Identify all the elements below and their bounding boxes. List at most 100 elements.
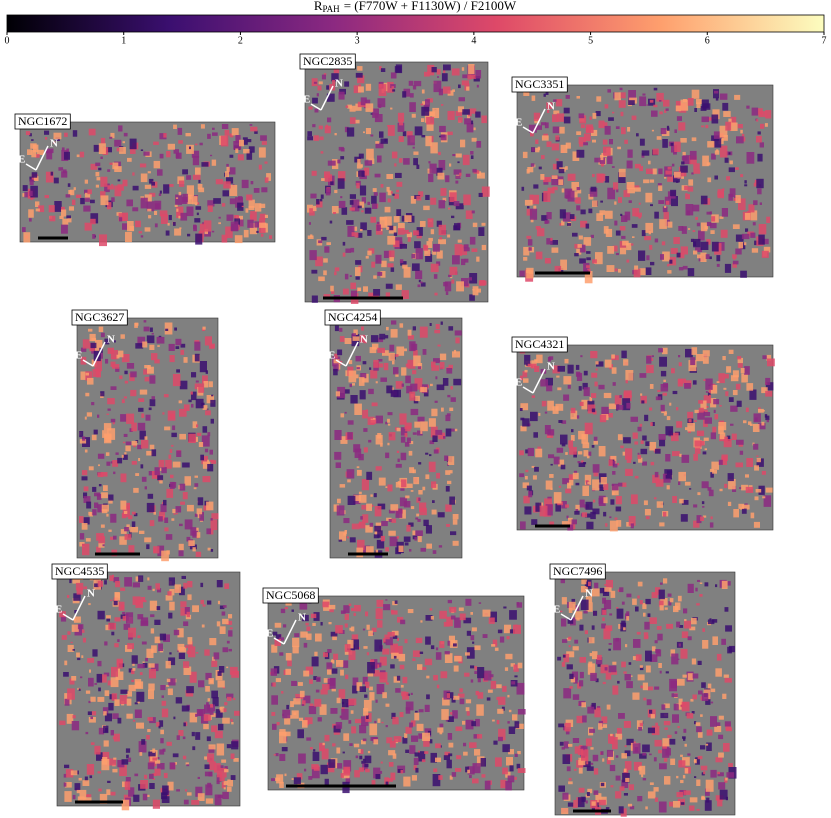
- emission-pixel: [204, 336, 212, 346]
- emission-pixel: [761, 250, 769, 258]
- emission-pixel: [362, 758, 366, 761]
- emission-pixel: [89, 512, 93, 517]
- emission-pixel: [654, 211, 659, 219]
- emission-pixel: [615, 496, 622, 505]
- emission-pixel: [737, 124, 743, 129]
- emission-pixel: [298, 717, 304, 721]
- emission-pixel: [307, 235, 314, 239]
- emission-pixel: [411, 253, 416, 259]
- emission-pixel: [527, 447, 534, 457]
- emission-pixel: [158, 643, 163, 651]
- emission-pixel: [381, 721, 384, 724]
- emission-pixel: [413, 350, 418, 358]
- emission-pixel: [377, 433, 382, 439]
- emission-pixel: [417, 750, 420, 753]
- emission-pixel: [621, 235, 626, 239]
- emission-pixel: [419, 651, 424, 654]
- emission-pixel: [310, 613, 317, 619]
- emission-pixel: [432, 250, 437, 255]
- emission-pixel: [94, 502, 99, 509]
- emission-pixel: [502, 767, 508, 775]
- emission-pixel: [439, 362, 445, 369]
- emission-pixel: [728, 193, 733, 201]
- emission-pixel: [195, 527, 199, 532]
- emission-pixel: [743, 420, 747, 424]
- emission-pixel: [435, 757, 441, 763]
- emission-pixel: [607, 89, 611, 93]
- emission-pixel: [413, 230, 419, 236]
- emission-pixel: [470, 155, 474, 159]
- emission-pixel: [140, 464, 144, 469]
- emission-pixel: [311, 269, 318, 274]
- emission-pixel: [391, 86, 395, 88]
- emission-pixel: [362, 410, 369, 419]
- emission-pixel: [413, 158, 418, 166]
- emission-pixel: [125, 777, 131, 782]
- emission-pixel: [351, 639, 359, 650]
- emission-pixel: [192, 421, 198, 429]
- emission-pixel: [291, 609, 294, 612]
- emission-pixel: [175, 197, 179, 199]
- emission-pixel: [675, 100, 682, 107]
- emission-pixel: [258, 147, 266, 158]
- emission-pixel: [452, 351, 460, 358]
- emission-pixel: [126, 612, 134, 624]
- emission-pixel: [646, 699, 652, 706]
- emission-pixel: [447, 456, 455, 465]
- emission-pixel: [649, 782, 654, 785]
- emission-pixel: [180, 501, 185, 505]
- emission-pixel: [477, 171, 482, 176]
- emission-pixel: [108, 529, 112, 532]
- emission-pixel: [83, 797, 92, 804]
- panel-label: NGC4321: [515, 337, 564, 351]
- emission-pixel: [224, 129, 230, 136]
- emission-pixel: [346, 536, 349, 539]
- emission-pixel: [711, 153, 716, 160]
- emission-pixel: [533, 112, 541, 121]
- emission-pixel: [703, 515, 707, 518]
- emission-pixel: [359, 755, 363, 760]
- colorbar-tick-label: 0: [5, 35, 10, 46]
- emission-pixel: [346, 220, 354, 225]
- emission-pixel: [219, 776, 225, 782]
- emission-pixel: [383, 638, 388, 643]
- emission-pixel: [420, 620, 423, 623]
- emission-pixel: [666, 416, 671, 421]
- emission-pixel: [445, 175, 450, 183]
- emission-pixel: [689, 797, 698, 803]
- emission-pixel: [566, 664, 573, 670]
- emission-pixel: [159, 478, 163, 484]
- emission-pixel: [451, 68, 460, 76]
- emission-pixel: [530, 163, 535, 167]
- emission-pixel: [653, 757, 657, 762]
- emission-pixel: [665, 200, 670, 205]
- emission-pixel: [85, 731, 89, 735]
- emission-pixel: [550, 237, 553, 241]
- emission-pixel: [380, 271, 386, 278]
- emission-pixel: [387, 125, 390, 127]
- emission-pixel: [581, 702, 586, 708]
- emission-pixel: [693, 250, 698, 255]
- emission-pixel: [593, 768, 599, 775]
- emission-pixel: [472, 778, 479, 784]
- emission-pixel: [177, 176, 185, 184]
- emission-pixel: [643, 697, 647, 701]
- emission-pixel: [565, 452, 568, 455]
- emission-pixel: [410, 720, 416, 727]
- emission-pixel: [143, 151, 150, 156]
- emission-pixel: [146, 201, 155, 212]
- emission-pixel: [660, 128, 667, 135]
- emission-pixel: [88, 328, 93, 332]
- emission-pixel: [604, 125, 611, 135]
- emission-pixel: [600, 751, 604, 755]
- emission-pixel: [395, 284, 402, 290]
- emission-pixel: [104, 641, 108, 646]
- emission-pixel: [141, 617, 149, 625]
- emission-pixel: [522, 482, 529, 489]
- emission-pixel: [627, 188, 635, 194]
- emission-pixel: [332, 635, 337, 641]
- emission-pixel: [354, 448, 362, 458]
- emission-pixel: [285, 668, 291, 675]
- emission-pixel: [259, 225, 266, 234]
- emission-pixel: [620, 445, 624, 449]
